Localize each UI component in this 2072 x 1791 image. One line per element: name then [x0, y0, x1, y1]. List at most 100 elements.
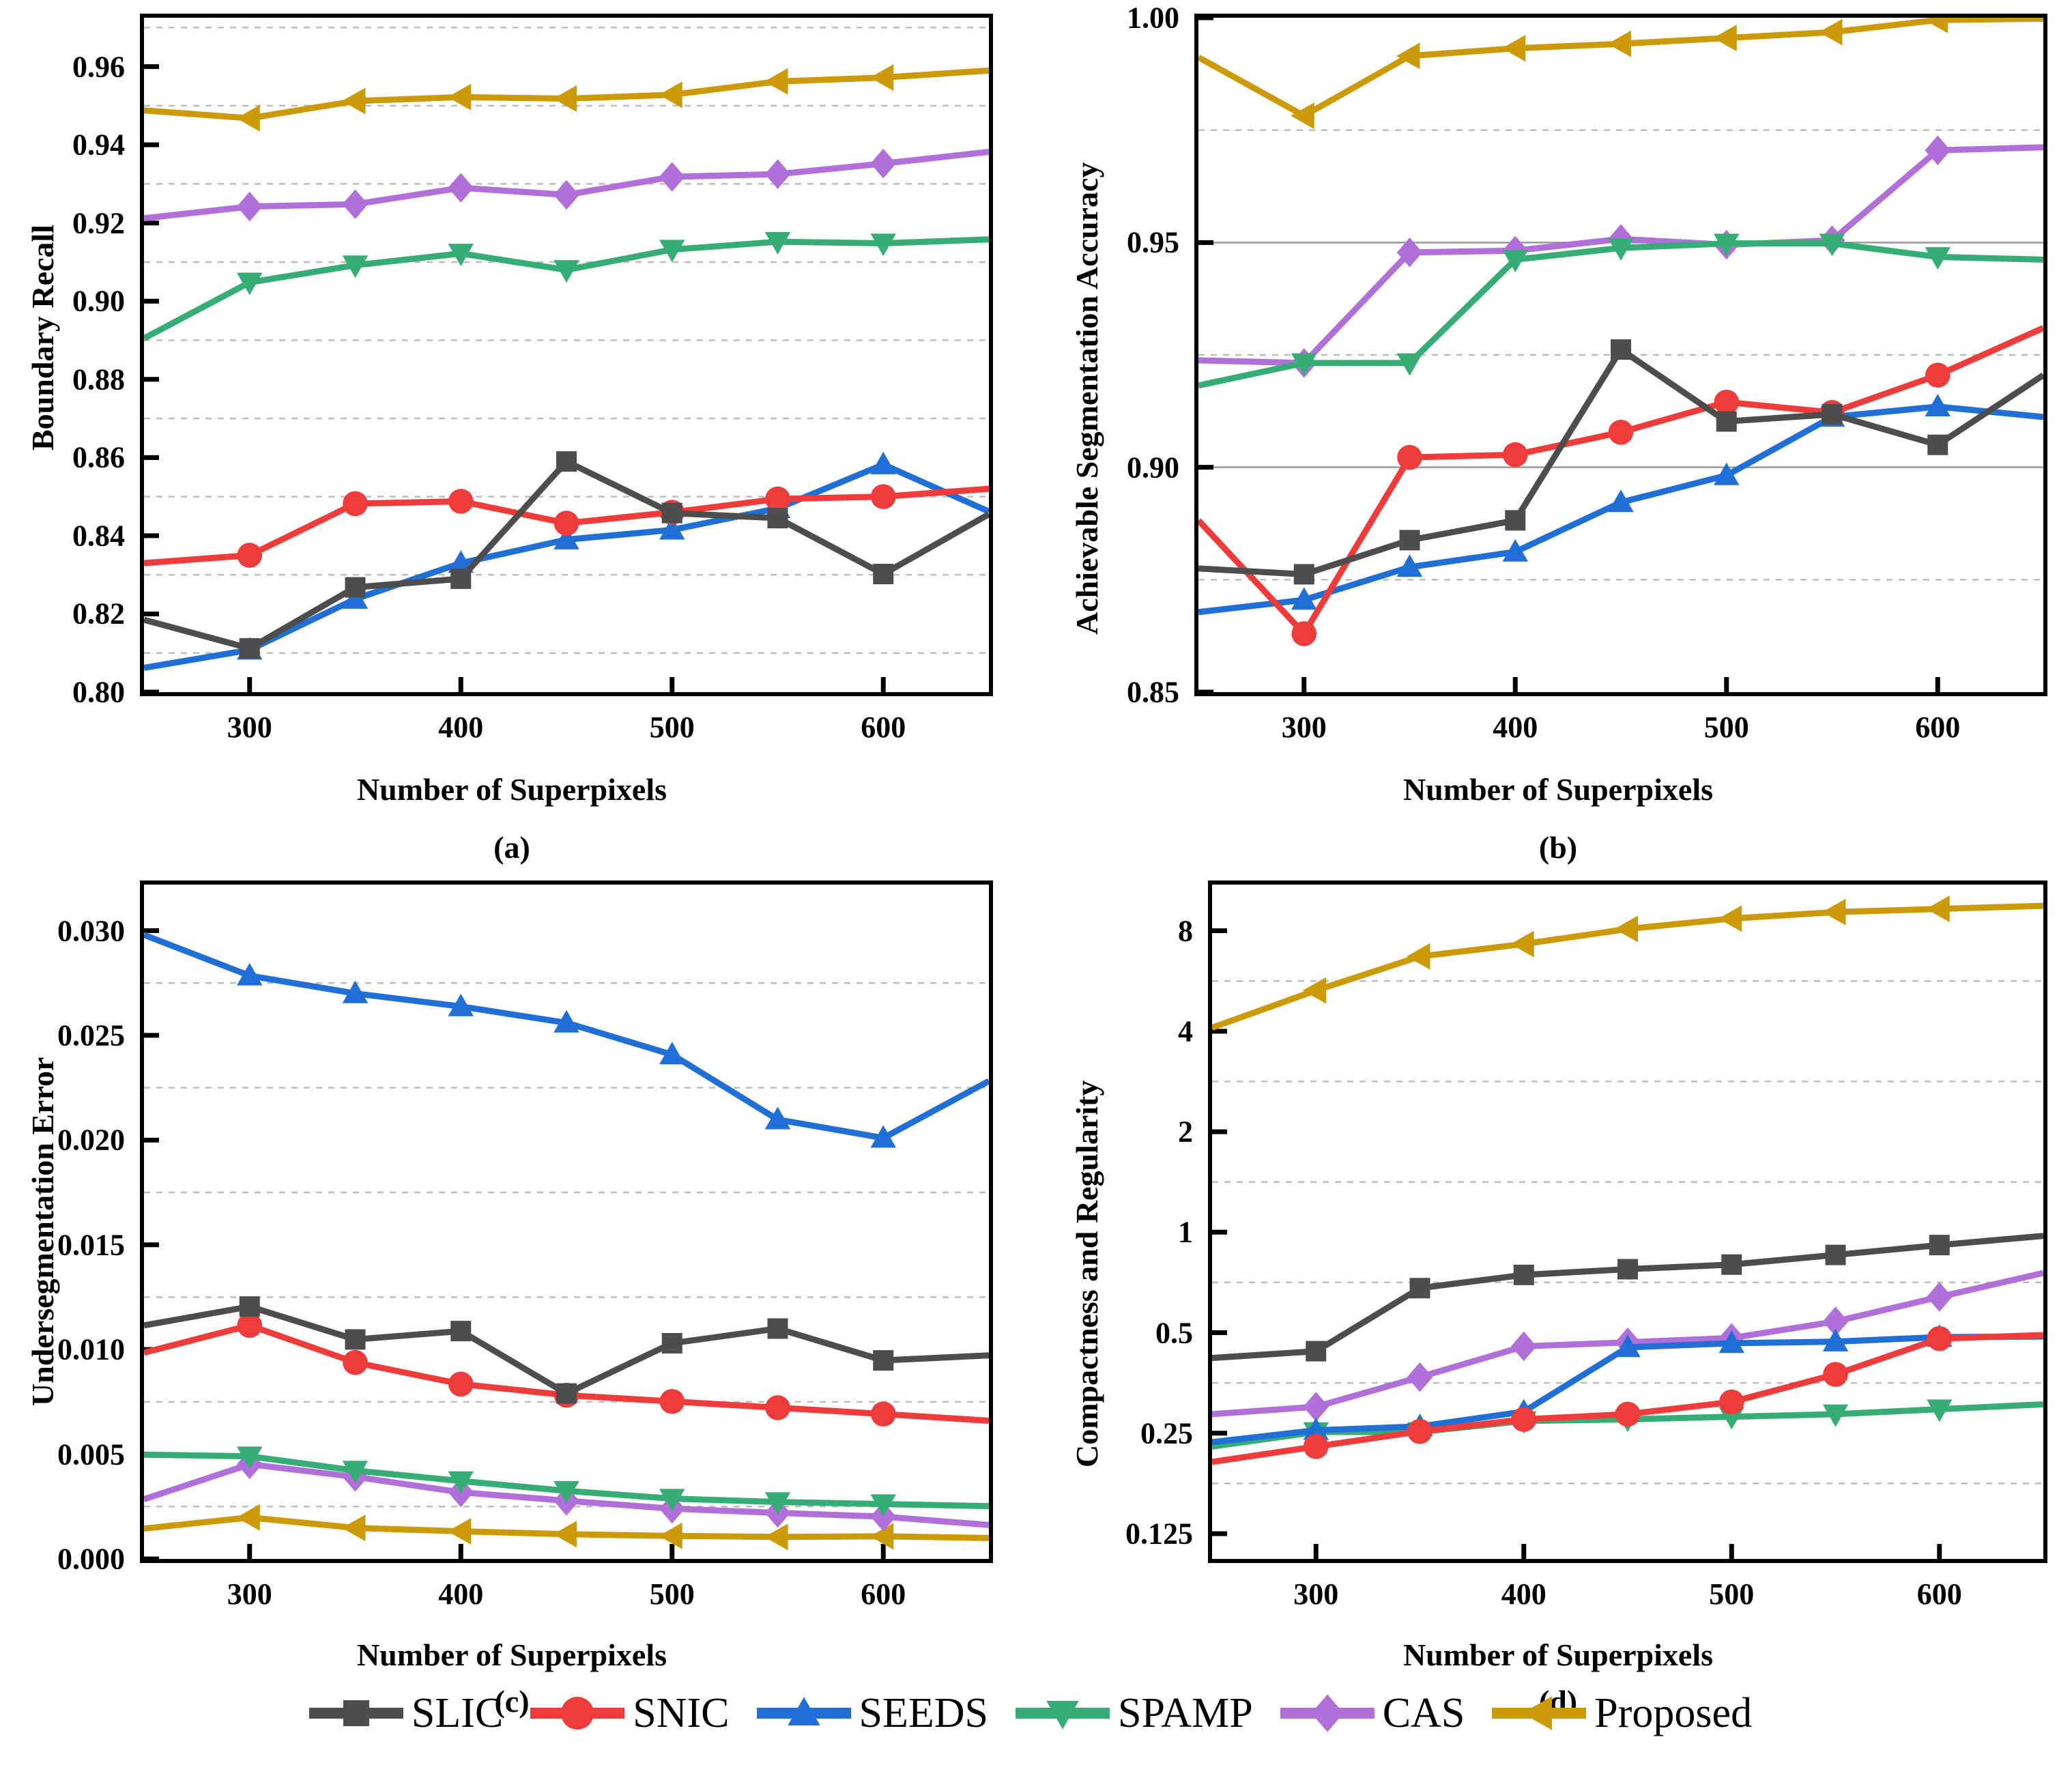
- data-point: [1399, 530, 1420, 551]
- data-point: [342, 255, 369, 278]
- data-point: [1302, 977, 1327, 1004]
- data-point: [1925, 135, 1951, 166]
- panel-a-ylabel: Boundary Recall: [25, 225, 60, 450]
- data-point: [448, 244, 474, 267]
- data-point: [345, 1329, 366, 1350]
- data-point: [1303, 1434, 1329, 1459]
- legend-marker-triangle-up-icon: [756, 1697, 851, 1726]
- data-point: [870, 451, 896, 474]
- data-point: [342, 87, 366, 115]
- legend-marker-triangle-down-icon: [1016, 1700, 1110, 1730]
- data-point: [237, 1446, 263, 1470]
- panel-c-label: (c): [494, 1684, 530, 1719]
- data-point: [1617, 1259, 1638, 1280]
- y-tick-label: 0.85: [1127, 675, 1179, 709]
- series-snic: [1212, 1326, 2043, 1465]
- data-point: [1615, 1401, 1641, 1427]
- data-point: [1502, 442, 1528, 468]
- data-point: [342, 1515, 366, 1542]
- data-point: [1511, 1407, 1537, 1432]
- y-tick-label: 0.25: [1140, 1416, 1193, 1450]
- data-point: [659, 81, 682, 109]
- x-tick-label: 300: [227, 1577, 272, 1611]
- y-tick-label: 0.95: [1127, 225, 1179, 259]
- legend-item-snic[interactable]: SNIC: [526, 1686, 744, 1740]
- data-point: [1407, 1362, 1433, 1392]
- panel-c: Undersegmentation Error Number of Superp…: [0, 867, 1024, 1719]
- data-point: [1819, 233, 1845, 257]
- y-tick-label: 0.84: [72, 519, 125, 553]
- legend-item-seeds[interactable]: SEEDS: [753, 1686, 1003, 1740]
- panel-b-label: (b): [1538, 830, 1578, 865]
- x-tick-label: 400: [438, 1577, 484, 1611]
- y-tick-label: 0.025: [57, 1018, 125, 1052]
- x-tick-label: 300: [227, 711, 272, 744]
- series-line: [144, 932, 989, 1141]
- data-point: [659, 1388, 685, 1414]
- panel-c-plot-area: [140, 880, 993, 1563]
- data-point: [1291, 102, 1314, 130]
- x-tick-label: 600: [1915, 711, 1961, 744]
- series-proposed: [1212, 895, 2043, 1031]
- series-line: [1198, 18, 2043, 119]
- data-point: [1513, 1264, 1534, 1285]
- x-tick-label: 300: [1293, 1577, 1339, 1611]
- data-point: [1396, 238, 1423, 268]
- data-point: [1303, 1417, 1329, 1440]
- legend-item-slic[interactable]: SLIC: [305, 1686, 518, 1740]
- legend-label: Proposed: [1594, 1689, 1753, 1736]
- data-point: [1396, 353, 1423, 376]
- data-point: [1716, 411, 1737, 432]
- legend-item-proposed[interactable]: Proposed: [1488, 1686, 1767, 1740]
- series-cas: [144, 148, 989, 222]
- x-tick-label: 400: [1493, 711, 1538, 744]
- series-snic: [1198, 325, 2043, 646]
- figure-legend: SLIC SNIC SEEDS SPAMP CAS Proposed: [0, 1686, 2072, 1740]
- data-point: [1608, 238, 1634, 261]
- data-point: [767, 1318, 788, 1339]
- data-point: [447, 1517, 472, 1545]
- data-point: [1291, 353, 1317, 376]
- data-point: [1407, 1418, 1433, 1444]
- data-point: [1511, 1331, 1537, 1362]
- data-point: [659, 1042, 685, 1065]
- data-point: [1924, 18, 1948, 33]
- data-point: [1397, 444, 1422, 470]
- y-tick-label: 0.94: [72, 128, 125, 162]
- data-point: [1822, 1328, 1849, 1351]
- series-spamp: [1198, 233, 2043, 389]
- data-point: [448, 993, 474, 1016]
- panel-b-plot-area: [1194, 14, 2047, 696]
- data-point: [236, 104, 260, 132]
- data-point: [1396, 42, 1420, 70]
- data-point: [1608, 489, 1634, 513]
- data-point: [236, 1504, 260, 1531]
- x-tick-label: 400: [438, 711, 484, 744]
- data-point: [1925, 247, 1951, 270]
- legend-item-spamp[interactable]: SPAMP: [1011, 1686, 1268, 1740]
- data-point: [1611, 339, 1631, 360]
- data-point: [553, 526, 579, 549]
- x-tick-label: 400: [1501, 1577, 1546, 1611]
- data-point: [765, 486, 790, 512]
- y-tick-label: 0.5: [1155, 1316, 1193, 1350]
- series-spamp: [144, 1446, 989, 1517]
- data-point: [1925, 362, 1951, 388]
- data-point: [1926, 895, 1950, 923]
- data-point: [764, 1492, 791, 1515]
- data-point: [764, 1523, 788, 1551]
- data-point: [764, 159, 791, 189]
- data-point: [1927, 434, 1948, 455]
- y-tick-label: 0.010: [57, 1332, 125, 1366]
- data-point: [1502, 539, 1528, 562]
- data-point: [870, 233, 896, 257]
- legend-marker-square-icon: [308, 1700, 403, 1726]
- legend-label: SLIC: [411, 1689, 504, 1736]
- series-spamp: [144, 231, 989, 341]
- data-point: [1825, 1244, 1846, 1265]
- legend-item-cas[interactable]: CAS: [1276, 1686, 1480, 1740]
- legend-label: SEEDS: [859, 1689, 989, 1736]
- data-point: [1713, 25, 1737, 52]
- data-point: [1822, 1306, 1849, 1336]
